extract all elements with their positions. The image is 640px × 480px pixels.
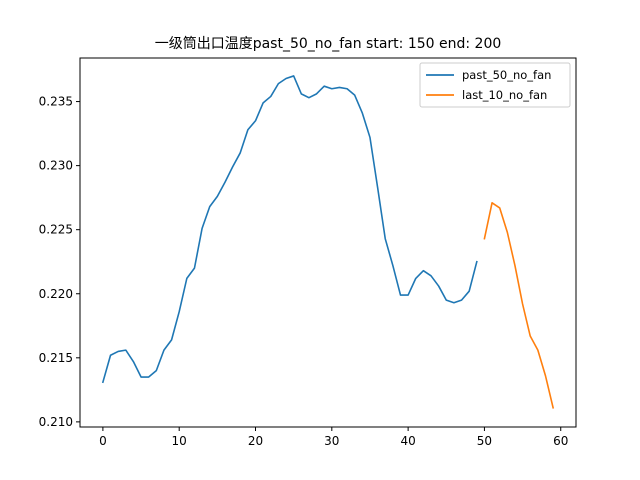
y-tick-label: 0.215 (39, 351, 73, 365)
series-line-past_50_no_fan (101, 75, 478, 384)
series-line-last_10_no_fan (483, 201, 555, 409)
plot-area: 0 10 20 30 40 50 60 0.210 0.215 0.220 0.225 0.230 0.… (39, 57, 577, 448)
legend-box (419, 62, 571, 108)
axes-frame (79, 57, 577, 428)
legend: past_50_no_fan last_10_no_fan (419, 62, 571, 108)
y-tick-label: 0.235 (39, 95, 73, 109)
legend-label-past_50_no_fan: past_50_no_fan (462, 68, 551, 82)
x-tick-label: 20 (248, 434, 263, 448)
y-tick-label: 0.220 (39, 287, 73, 301)
x-tick-label: 10 (172, 434, 187, 448)
legend-label-last_10_no_fan: last_10_no_fan (462, 88, 547, 102)
x-tick-label: 50 (477, 434, 492, 448)
x-tick-label: 30 (324, 434, 339, 448)
y-tick-label: 0.225 (39, 223, 73, 237)
y-tick-label: 0.210 (39, 415, 73, 429)
x-tick-label: 40 (400, 434, 415, 448)
x-tick-label: 0 (99, 434, 107, 448)
x-tick-label: 60 (553, 434, 568, 448)
chart-title: 一级筒出口温度past_50_no_fan start: 150 end: 20… (155, 35, 502, 52)
y-tick-label: 0.230 (39, 159, 73, 173)
